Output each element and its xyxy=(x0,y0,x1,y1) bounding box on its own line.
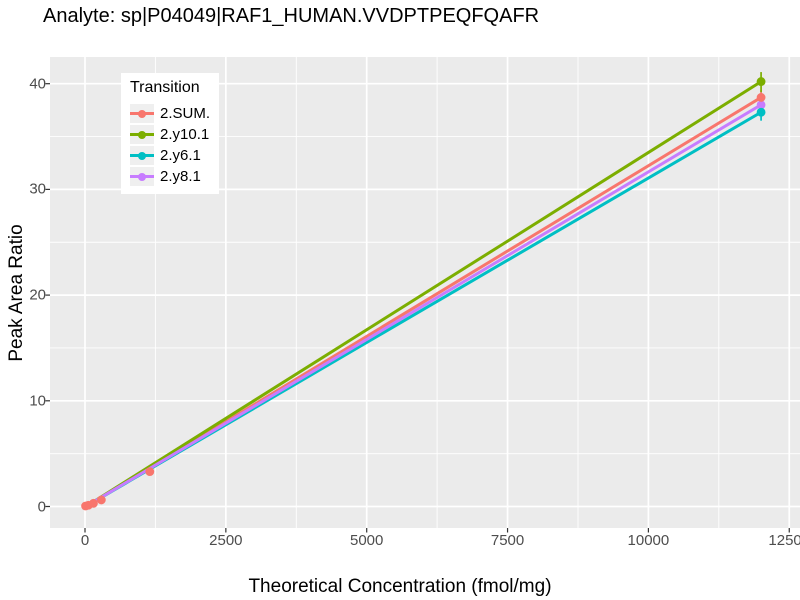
legend-key-swatch xyxy=(130,125,154,144)
x-tick-label: 10000 xyxy=(627,532,670,549)
data-point-2.SUM. xyxy=(96,495,106,505)
x-tick-label: 5000 xyxy=(350,532,384,549)
data-point-2.y10.1 xyxy=(756,77,766,86)
legend-entry: 2.SUM. xyxy=(130,103,210,124)
y-tick-label: 30 xyxy=(29,180,46,198)
x-tick-label: 2500 xyxy=(209,532,243,549)
data-point-2.SUM. xyxy=(145,467,155,477)
legend-label: 2.y10.1 xyxy=(160,126,210,143)
legend-label: 2.y6.1 xyxy=(160,147,201,164)
legend-key-swatch xyxy=(130,104,154,123)
series-lines xyxy=(85,80,762,508)
legend-entry: 2.y6.1 xyxy=(130,145,210,166)
legend-key-swatch xyxy=(130,146,154,165)
y-tick-label: 10 xyxy=(29,392,46,410)
legend-label: 2.y8.1 xyxy=(160,168,201,185)
data-point-2.y6.1 xyxy=(756,107,766,117)
y-axis-title: Peak Area Ratio xyxy=(6,224,27,362)
data-points xyxy=(81,77,766,511)
data-point-2.SUM. xyxy=(89,498,98,508)
y-tick-label: 0 xyxy=(37,498,46,515)
legend-title: Transition xyxy=(130,79,200,96)
axis-ticks xyxy=(45,83,790,533)
legend: Transition 2.SUM. 2.y10.1 2.y6.1 2.y8.1 xyxy=(121,73,220,194)
legend-key-dot xyxy=(138,172,146,181)
x-tick-label: 0 xyxy=(80,532,90,549)
legend-key-dot xyxy=(138,109,146,118)
data-point-2.SUM. xyxy=(756,93,766,102)
legend-rows: 2.SUM. 2.y10.1 2.y6.1 2.y8.1 xyxy=(130,103,210,187)
legend-label: 2.SUM. xyxy=(160,105,211,122)
legend-entry: 2.y8.1 xyxy=(130,166,210,187)
series-line-2.y8.1 xyxy=(85,103,762,508)
plot-title: Analyte: sp|P04049|RAF1_HUMAN.VVDPTPEQFQ… xyxy=(43,5,540,27)
y-tick-label: 20 xyxy=(29,286,46,304)
legend-key-dot xyxy=(138,151,146,160)
x-tick-label: 7500 xyxy=(490,532,525,549)
series-line-2.y10.1 xyxy=(85,80,762,508)
x-axis-title: Theoretical Concentration (fmol/mg) xyxy=(248,576,552,597)
legend-key-dot xyxy=(138,130,146,139)
legend-entry: 2.y10.1 xyxy=(130,124,210,145)
data-point-2.y8.1 xyxy=(756,100,766,110)
legend-key-swatch xyxy=(130,167,154,186)
y-tick-label: 40 xyxy=(29,75,46,93)
